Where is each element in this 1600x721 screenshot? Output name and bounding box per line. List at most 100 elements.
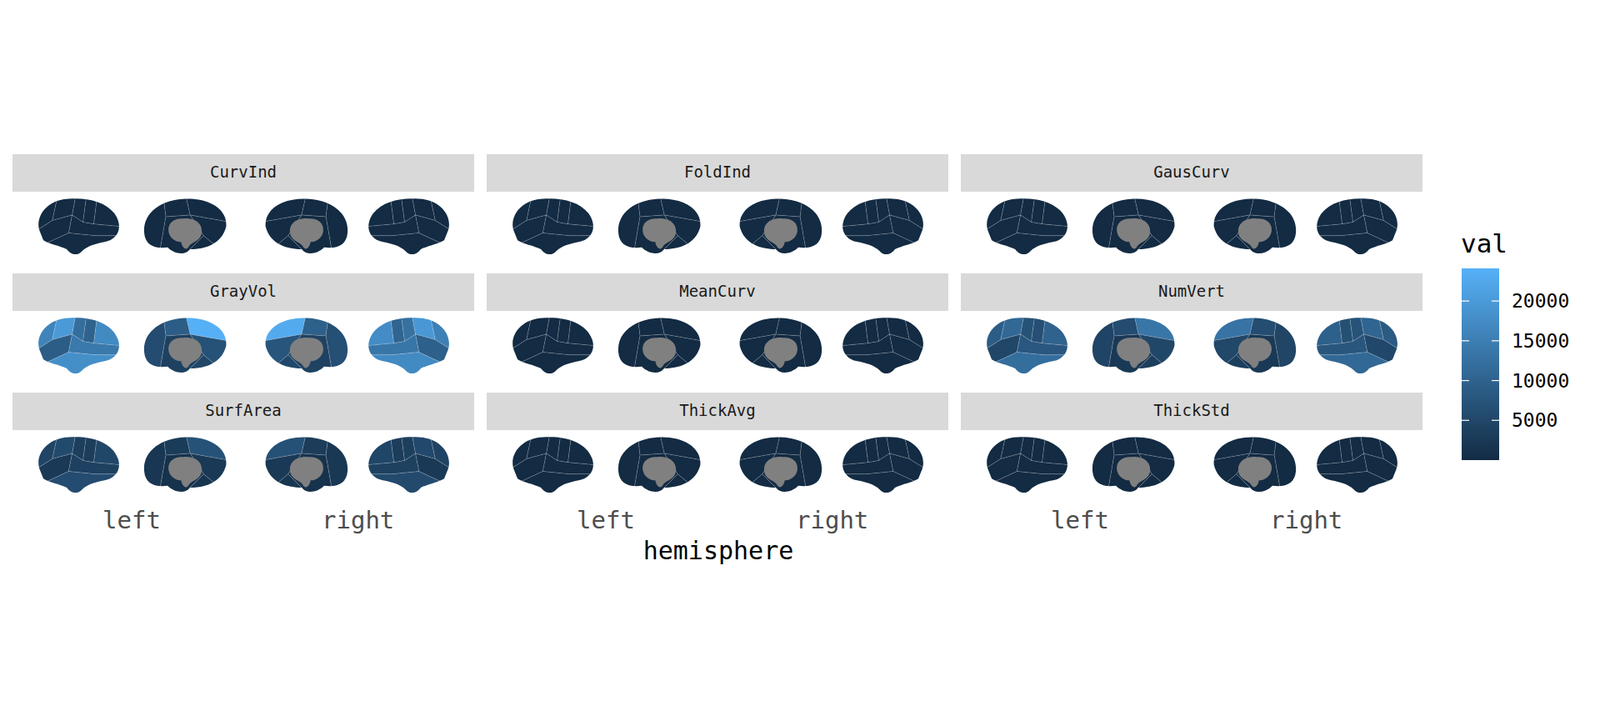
brain-region (568, 314, 598, 346)
strip-title: NumVert (1158, 281, 1225, 300)
brain-region (68, 215, 123, 236)
brain-view (839, 314, 930, 378)
brain-region (288, 334, 334, 378)
strip (486, 154, 949, 192)
brain-region (1250, 195, 1277, 217)
brain-region (615, 314, 640, 378)
strip-title: FoldInd (684, 162, 751, 181)
legend: val5000100001500020000 (1460, 228, 1570, 460)
brain-region (980, 471, 1071, 497)
brain-region (163, 314, 190, 336)
brain-region (1111, 314, 1139, 336)
brain-region (980, 352, 1071, 378)
strip (486, 392, 949, 430)
facet-panel: MeanCurv (486, 273, 949, 378)
x-tick-label: right (321, 505, 395, 535)
strip-title: ThickAvg (679, 400, 756, 420)
strip-title: GausCurv (1153, 162, 1230, 181)
subcortical-mask (1116, 337, 1150, 368)
brain-view (32, 433, 123, 497)
colorbar-tick (1461, 420, 1470, 421)
brain-region (1313, 195, 1343, 227)
strip (960, 273, 1423, 311)
brain-region (365, 233, 455, 259)
brain-region (506, 352, 597, 378)
brain-view (1089, 195, 1180, 259)
brain-regions (735, 433, 825, 497)
brain-region (1106, 215, 1152, 259)
brain-view (140, 314, 231, 378)
brain-region (365, 314, 395, 346)
brain-view (506, 314, 597, 378)
brain-regions (839, 433, 930, 497)
brain-region (775, 314, 803, 336)
brain-view (839, 433, 930, 497)
brain-region (506, 471, 597, 497)
brain-regions (365, 195, 455, 259)
brain-region (632, 215, 678, 259)
brain-view (1089, 314, 1180, 378)
brain-region (1313, 352, 1404, 378)
brain-region (94, 433, 124, 465)
x-tick-label: left (576, 505, 635, 535)
brain-region (762, 215, 808, 259)
brain-region (288, 215, 334, 259)
colorbar-label: 15000 (1511, 330, 1570, 352)
brain-region (365, 334, 420, 355)
brain-regions (1089, 433, 1180, 497)
facet-panel: GrayVol (12, 273, 475, 378)
brain-region (288, 453, 334, 497)
subcortical-mask (642, 456, 676, 487)
brain-view (980, 314, 1071, 378)
brain-view (1089, 433, 1180, 497)
brain-regions (980, 433, 1071, 497)
brain-regions (260, 433, 351, 497)
brain-region (1089, 195, 1115, 259)
colorbar-tick (1491, 420, 1500, 421)
brain-region (839, 215, 894, 236)
legend-title: val (1460, 228, 1508, 259)
colorbar-tick (1491, 300, 1500, 302)
brain-region (1106, 334, 1152, 378)
chart: CurvInd FoldInd GausCurv GrayVol MeanCurv Num… (0, 0, 1600, 721)
subcortical-mask (642, 218, 676, 249)
brain-view (506, 195, 597, 259)
brain-region (301, 314, 329, 336)
strip-title: CurvInd (210, 162, 277, 181)
strip (486, 273, 949, 311)
brain-region (637, 433, 665, 455)
brain-view (615, 195, 705, 259)
strip-title: MeanCurv (679, 281, 756, 300)
brain-view (1209, 433, 1300, 497)
brain-regions (1209, 314, 1300, 378)
brain-view (1209, 314, 1300, 378)
brain-region (301, 195, 329, 217)
brain-region (163, 195, 190, 217)
brain-view (735, 195, 825, 259)
brain-region (1250, 433, 1277, 455)
facet-panel: ThickStdleftright (960, 392, 1423, 535)
subcortical-mask (1238, 337, 1272, 368)
colorbar-tick (1491, 340, 1500, 341)
brain-regions (260, 195, 351, 259)
brain-regions (506, 314, 597, 378)
brain-region (839, 195, 869, 227)
brain-region (980, 233, 1071, 259)
brain-region (140, 433, 166, 497)
brain-view (980, 433, 1071, 497)
brain-region (365, 453, 420, 475)
brain-region (568, 433, 598, 465)
brain-regions (615, 314, 705, 378)
brain-regions (506, 195, 597, 259)
brain-region (365, 215, 420, 236)
facet-panel: ThickAvg left right (486, 392, 949, 535)
brain-region (325, 314, 351, 378)
subcortical-mask (764, 337, 798, 368)
brain-region (68, 334, 123, 355)
brain-region (568, 195, 598, 227)
brain-region (94, 314, 124, 346)
x-tick-label: left (102, 505, 161, 535)
brain-region (140, 195, 166, 259)
x-tick-label: right (795, 505, 869, 535)
strip (12, 392, 475, 430)
